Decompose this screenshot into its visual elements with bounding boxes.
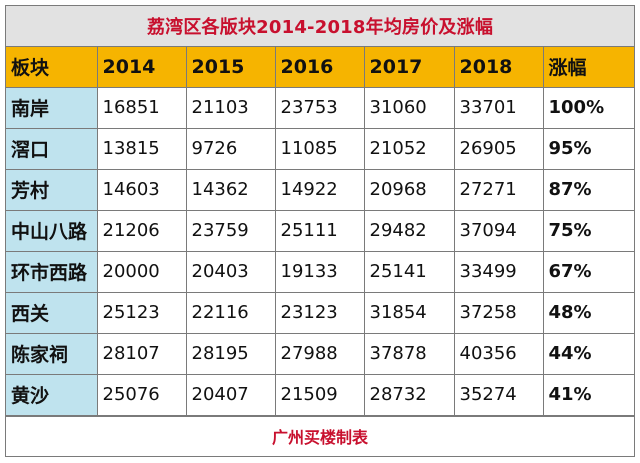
price-cell: 31854 <box>363 291 455 334</box>
table-footer-credit: 广州买楼制表 <box>6 415 634 457</box>
table-row: 环市西路 20000 20403 19133 25141 33499 67% <box>6 250 634 293</box>
growth-cell: 100% <box>542 86 634 129</box>
price-table-sheet: 荔湾区各版块2014-2018年均房价及涨幅 板块 2014 2015 2016… <box>5 5 635 457</box>
price-cell: 23759 <box>185 209 276 252</box>
price-cell: 23753 <box>274 86 365 129</box>
header-growth: 涨幅 <box>542 47 634 88</box>
price-cell: 20407 <box>185 373 276 416</box>
price-cell: 28107 <box>96 332 187 375</box>
growth-cell: 75% <box>542 209 634 252</box>
header-year-2017: 2017 <box>363 47 455 88</box>
price-cell: 28732 <box>363 373 455 416</box>
district-name: 黄沙 <box>6 373 98 416</box>
price-cell: 14603 <box>96 168 187 211</box>
price-cell: 37094 <box>453 209 544 252</box>
table-row: 南岸 16851 21103 23753 31060 33701 100% <box>6 86 634 129</box>
header-year-2018: 2018 <box>453 47 544 88</box>
price-cell: 20403 <box>185 250 276 293</box>
price-cell: 25123 <box>96 291 187 334</box>
price-cell: 21206 <box>96 209 187 252</box>
price-cell: 25076 <box>96 373 187 416</box>
price-cell: 27988 <box>274 332 365 375</box>
district-name: 滘口 <box>6 127 98 170</box>
growth-cell: 87% <box>542 168 634 211</box>
price-cell: 25141 <box>363 250 455 293</box>
price-cell: 13815 <box>96 127 187 170</box>
growth-cell: 41% <box>542 373 634 416</box>
price-cell: 21509 <box>274 373 365 416</box>
header-row: 板块 2014 2015 2016 2017 2018 涨幅 <box>6 47 634 88</box>
growth-cell: 44% <box>542 332 634 375</box>
price-cell: 27271 <box>453 168 544 211</box>
price-cell: 11085 <box>274 127 365 170</box>
price-cell: 9726 <box>185 127 276 170</box>
price-cell: 21052 <box>363 127 455 170</box>
district-name: 西关 <box>6 291 98 334</box>
price-table: 板块 2014 2015 2016 2017 2018 涨幅 南岸 16851 … <box>6 47 634 416</box>
price-cell: 37258 <box>453 291 544 334</box>
price-cell: 14362 <box>185 168 276 211</box>
price-cell: 22116 <box>185 291 276 334</box>
table-row: 西关 25123 22116 23123 31854 37258 48% <box>6 291 634 334</box>
price-cell: 35274 <box>453 373 544 416</box>
district-name: 南岸 <box>6 86 98 129</box>
table-row: 黄沙 25076 20407 21509 28732 35274 41% <box>6 373 634 416</box>
price-cell: 20968 <box>363 168 455 211</box>
price-cell: 29482 <box>363 209 455 252</box>
price-cell: 23123 <box>274 291 365 334</box>
header-year-2014: 2014 <box>96 47 187 88</box>
table-row: 陈家祠 28107 28195 27988 37878 40356 44% <box>6 332 634 375</box>
district-name: 中山八路 <box>6 209 98 252</box>
header-district: 板块 <box>6 47 98 88</box>
growth-cell: 95% <box>542 127 634 170</box>
price-cell: 31060 <box>363 86 455 129</box>
district-name: 芳村 <box>6 168 98 211</box>
price-cell: 20000 <box>96 250 187 293</box>
header-year-2015: 2015 <box>185 47 276 88</box>
price-cell: 21103 <box>185 86 276 129</box>
price-cell: 19133 <box>274 250 365 293</box>
price-cell: 33701 <box>453 86 544 129</box>
price-cell: 37878 <box>363 332 455 375</box>
price-cell: 16851 <box>96 86 187 129</box>
price-cell: 33499 <box>453 250 544 293</box>
district-name: 陈家祠 <box>6 332 98 375</box>
district-name: 环市西路 <box>6 250 98 293</box>
price-cell: 26905 <box>453 127 544 170</box>
price-cell: 14922 <box>274 168 365 211</box>
table-row: 芳村 14603 14362 14922 20968 27271 87% <box>6 168 634 211</box>
table-title: 荔湾区各版块2014-2018年均房价及涨幅 <box>6 6 634 47</box>
growth-cell: 67% <box>542 250 634 293</box>
growth-cell: 48% <box>542 291 634 334</box>
table-row: 中山八路 21206 23759 25111 29482 37094 75% <box>6 209 634 252</box>
price-cell: 40356 <box>453 332 544 375</box>
price-cell: 25111 <box>274 209 365 252</box>
price-cell: 28195 <box>185 332 276 375</box>
header-year-2016: 2016 <box>274 47 365 88</box>
table-row: 滘口 13815 9726 11085 21052 26905 95% <box>6 127 634 170</box>
